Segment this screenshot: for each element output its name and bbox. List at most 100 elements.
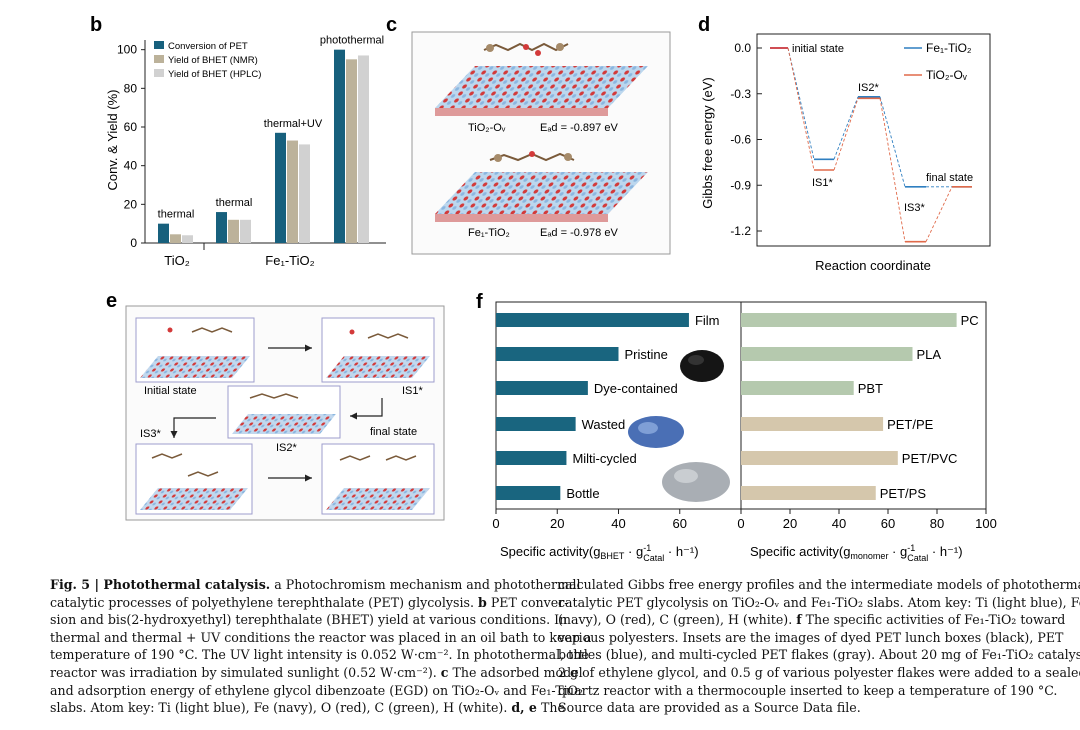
model-final-state (321, 443, 435, 515)
bar-f-left (496, 486, 561, 500)
panel-c-top-label: TiO₂-Oᵥ (468, 122, 506, 134)
panel-b-group-label: thermal (158, 209, 195, 221)
legend-label-fe: Fe₁-TiO₂ (926, 41, 972, 55)
legend-label-hplc: Yield of BHET (HPLC) (168, 69, 261, 80)
panel-f-xtick-label: 60 (673, 516, 687, 531)
panel-c-bottom-energy: Eₐd = -0.978 eV (540, 227, 618, 239)
caption-line: and adsorption energy of ethylene glycol… (50, 682, 584, 698)
bar-yield-nmr (287, 140, 298, 243)
caption-line: temperature of 190 °C. The UV light inte… (50, 647, 589, 663)
label-is1: IS1* (402, 385, 424, 397)
bar-yield-hplc (299, 144, 310, 243)
label-final-state: final state (370, 426, 417, 438)
panel-d-ytick-label: -1.2 (730, 224, 751, 238)
legend-swatch-nmr (154, 55, 164, 63)
caption-line: catalytic processes of polyethylene tere… (50, 594, 569, 610)
bar-f-right (741, 347, 913, 361)
panel-d-connector (925, 186, 953, 242)
bar-yield-nmr (228, 219, 239, 243)
egd-molecule-top (483, 42, 569, 56)
panel-d-state-label: final state (926, 172, 973, 184)
legend-label-tio2: TiO₂-Oᵥ (926, 68, 967, 82)
bar-f-right-label: PLA (917, 347, 942, 362)
legend-label-conversion: Conversion of PET (168, 41, 248, 52)
panel-b-group-label: thermal+UV (264, 118, 323, 130)
bar-yield-hplc (240, 219, 251, 243)
panel-d-connector (879, 96, 906, 187)
panel-b-ytick-label: 0 (130, 236, 137, 250)
caption-line: various polyesters. Insets are the image… (558, 629, 1064, 645)
legend-swatch-hplc (154, 69, 164, 77)
bar-yield-nmr (170, 234, 181, 243)
bar-f-right-label: PC (961, 313, 979, 328)
legend-swatch-conversion (154, 41, 164, 49)
bar-f-right-label: PET/PVC (902, 451, 958, 466)
bar-yield-hplc (358, 55, 369, 243)
panel-d-ytick-label: -0.3 (730, 87, 751, 101)
panel-b-ytick-label: 100 (117, 43, 137, 57)
panel-c-top-energy: Eₐd = -0.897 eV (540, 122, 618, 134)
panel-b-ylabel: Conv. & Yield (%) (105, 90, 120, 191)
caption-line: sion and bis(2-hydroxyethyl) terephthala… (50, 612, 568, 628)
bar-f-right (741, 451, 898, 465)
caption-line: bottles (blue), and multi-cycled PET fla… (558, 647, 1080, 663)
panel-d-ytick-label: -0.6 (730, 133, 751, 147)
bar-f-left-label: Bottle (566, 486, 599, 501)
model-is3 (135, 443, 253, 515)
caption-line: (navy), O (red), C (green), H (white). f… (558, 612, 1066, 628)
bar-conversion (275, 132, 286, 243)
bar-yield-nmr (346, 59, 357, 244)
bar-f-left-label: Pristine (625, 347, 668, 362)
bar-f-right (741, 381, 854, 395)
panel-f-chart: f Film Pristine Dye-contained Wasted Milti-c… (476, 291, 997, 563)
bar-f-left-label: Milti-cycled (572, 451, 636, 466)
model-is2 (227, 385, 341, 439)
panel-d-connector (833, 98, 859, 171)
bar-conversion (334, 49, 345, 243)
panel-d-xlabel: Reaction coordinate (815, 258, 931, 273)
panel-f-xtick-label: 60 (881, 516, 895, 531)
model-initial-state (135, 317, 255, 383)
panel-d-axes-frame (756, 33, 991, 247)
bar-f-left (496, 347, 619, 361)
panel-b-ytick-label: 20 (124, 197, 138, 211)
bar-f-left (496, 381, 588, 395)
bar-conversion (216, 212, 227, 243)
panel-b-xcat-tio2: TiO₂ (164, 253, 190, 268)
panel-letter-e: e (106, 290, 117, 312)
inset-black-flakes (680, 350, 724, 382)
legend-label-nmr: Yield of BHET (NMR) (168, 55, 258, 66)
panel-d-state-label: IS3* (904, 202, 926, 214)
panel-c: c TiO₂-Oᵥ Eₐd = -0.897 eV (380, 0, 680, 290)
panel-d-connector (833, 96, 859, 160)
panel-f-xtick-label: 0 (737, 516, 744, 531)
panel-d-legend: Fe₁-TiO₂ TiO₂-Oᵥ (904, 41, 972, 82)
panel-f-xtick-label: 80 (930, 516, 944, 531)
caption-line: Fig. 5 | Photothermal catalysis. a Photo… (50, 577, 581, 592)
bar-f-left-label: Film (695, 313, 720, 328)
bar-f-left (496, 417, 576, 431)
panel-d-connector (787, 47, 815, 160)
bar-f-right-label: PBT (858, 381, 883, 396)
bar-f-left (496, 451, 567, 465)
panel-d-ylabel: Gibbs free energy (eV) (700, 77, 715, 209)
panel-letter-c: c (386, 14, 397, 36)
bar-f-left-label: Wasted (582, 417, 626, 432)
inset-blue-flakes (628, 416, 684, 448)
panel-b-group-label: thermal (216, 197, 253, 209)
bar-conversion (158, 223, 169, 243)
panel-b-ytick-label: 60 (124, 120, 138, 134)
panel-d-ytick-label: 0.0 (734, 41, 751, 55)
panel-f-xtick-label: 40 (832, 516, 846, 531)
caption-line: 2 g of ethylene glycol, and 0.5 g of var… (558, 664, 1080, 680)
label-is2: IS2* (276, 442, 298, 454)
panel-f-xtick-label: 40 (611, 516, 625, 531)
panel-f-xtick-label: 20 (550, 516, 564, 531)
caption-line: catalytic PET glycolysis on TiO₂-Oᵥ and … (558, 594, 1080, 610)
panel-f-xtick-label: 20 (783, 516, 797, 531)
bar-f-right-label: PET/PS (880, 486, 927, 501)
model-is1 (321, 317, 435, 383)
panel-d-state-label: IS2* (858, 82, 880, 94)
bar-f-left (496, 313, 689, 327)
caption-line: slabs. Atom key: Ti (light blue), Fe (na… (50, 700, 565, 716)
